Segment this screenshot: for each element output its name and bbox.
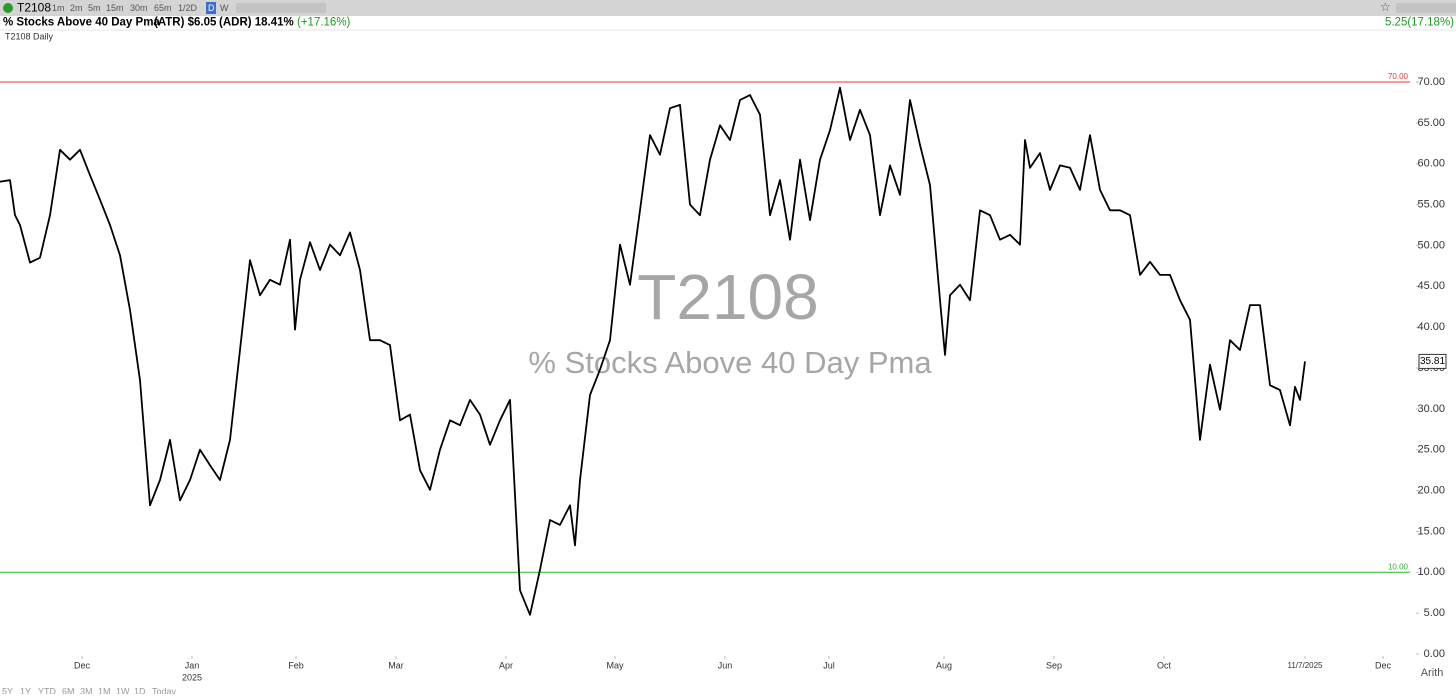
y-tick-label: 30.00 <box>1417 403 1445 415</box>
adr: (ADR) 18.41% <box>219 17 294 29</box>
x-tick-label: Oct <box>1157 660 1172 670</box>
watermark: T2108 <box>637 261 818 333</box>
interval[interactable]: D <box>208 3 215 13</box>
star-icon[interactable]: ☆ <box>1380 0 1391 14</box>
y-tick-label: 25.00 <box>1417 444 1445 456</box>
range-button[interactable]: 5Y <box>2 686 13 696</box>
x-tick-label: 11/7/2025 <box>1288 661 1324 670</box>
range-button[interactable]: 1D <box>134 686 146 696</box>
indicator-name: % Stocks Above 40 Day Pma <box>3 17 160 29</box>
range-button[interactable]: Today <box>152 686 177 696</box>
y-tick-label: 55.00 <box>1417 198 1445 210</box>
interval[interactable]: 2m <box>70 3 83 13</box>
x-tick-label: Feb <box>288 660 304 670</box>
y-tick-label: 0.00 <box>1424 648 1445 660</box>
y-tick-label: 15.00 <box>1417 525 1445 537</box>
reference-label: 10.00 <box>1388 562 1409 571</box>
range-button[interactable]: 1M <box>98 686 111 696</box>
x-tick-label: Jun <box>718 660 733 670</box>
scale-mode[interactable]: Arith <box>1421 667 1444 679</box>
series-line <box>0 86 1306 616</box>
range-button[interactable]: YTD <box>38 686 57 696</box>
interval[interactable]: 30m <box>130 3 148 13</box>
y-tick-label: 50.00 <box>1417 239 1445 251</box>
atr: (ATR) $6.05 <box>154 17 217 29</box>
x-year-label: 2025 <box>182 672 202 682</box>
toolbar <box>0 0 1456 16</box>
x-tick-label: Jan <box>185 660 200 670</box>
y-tick-label: 70.00 <box>1417 76 1445 88</box>
symbol[interactable]: T2108 <box>17 1 51 15</box>
reference-label: 70.00 <box>1388 72 1409 81</box>
watermark-subtitle: % Stocks Above 40 Day Pma <box>528 345 932 380</box>
x-tick-label: Dec <box>74 660 91 670</box>
range-button[interactable]: 3M <box>80 686 93 696</box>
interval[interactable]: 1m <box>52 3 65 13</box>
x-tick-label: Apr <box>499 660 513 670</box>
range-button[interactable]: 6M <box>62 686 75 696</box>
last-value-box <box>1418 353 1447 369</box>
y-tick-label: 45.00 <box>1417 280 1445 292</box>
y-tick-label: 60.00 <box>1417 158 1445 170</box>
window-controls[interactable] <box>1396 3 1456 13</box>
active-interval <box>206 2 216 14</box>
y-tick-label: 20.00 <box>1417 484 1445 496</box>
x-tick-label: Mar <box>388 660 404 670</box>
x-tick-label: Dec <box>1375 660 1392 670</box>
y-tick-label: 65.00 <box>1417 117 1445 129</box>
range-button[interactable]: 1Y <box>20 686 31 696</box>
tool-icons[interactable] <box>236 3 326 13</box>
y-tick-label: 10.00 <box>1417 566 1445 578</box>
x-tick-label: Jul <box>823 660 835 670</box>
add-icon[interactable] <box>3 3 13 13</box>
x-tick-label: Sep <box>1046 660 1062 670</box>
interval[interactable]: 1/2D <box>178 3 198 13</box>
y-tick-label: 5.00 <box>1424 607 1445 619</box>
change: (+17.16%) <box>297 17 351 29</box>
x-tick-label: Aug <box>936 660 952 670</box>
y-tick-label: 40.00 <box>1417 321 1445 333</box>
interval[interactable]: 65m <box>154 3 172 13</box>
interval[interactable]: W <box>220 3 229 13</box>
last-change: 5.25(17.18%) <box>1385 17 1454 29</box>
pane-label[interactable]: T2108 Daily <box>5 31 54 41</box>
interval[interactable]: 5m <box>88 3 101 13</box>
x-tick-label: May <box>606 660 624 670</box>
last-value-label: 35.81 <box>1420 356 1445 367</box>
interval[interactable]: 15m <box>106 3 124 13</box>
range-button[interactable]: 1W <box>116 686 130 696</box>
